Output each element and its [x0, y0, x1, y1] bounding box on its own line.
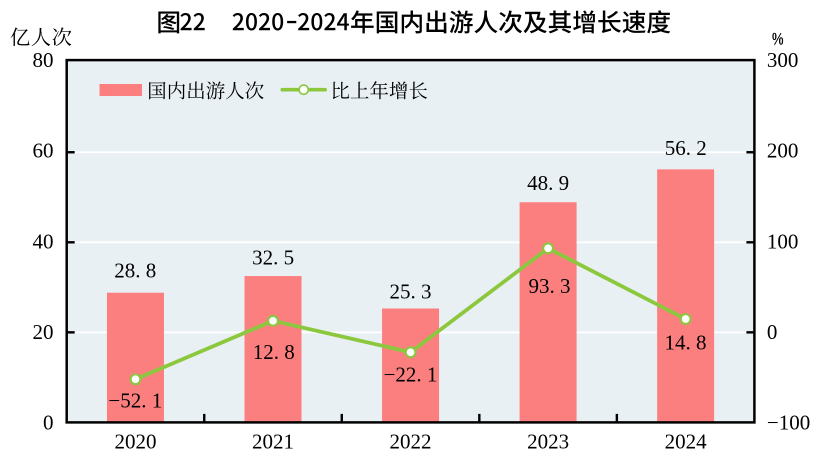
svg-text:12. 8: 12. 8 [253, 340, 295, 364]
svg-text:100: 100 [767, 229, 799, 253]
svg-text:32. 5: 32. 5 [252, 245, 294, 269]
svg-text:−22. 1: −22. 1 [384, 363, 438, 387]
svg-text:0: 0 [767, 320, 778, 344]
svg-text:2020: 2020 [114, 429, 156, 453]
svg-text:300: 300 [767, 48, 799, 72]
svg-text:−52. 1: −52. 1 [108, 388, 162, 412]
svg-text:48. 9: 48. 9 [527, 171, 569, 195]
svg-text:20: 20 [33, 320, 54, 344]
svg-text:25. 3: 25. 3 [390, 279, 432, 303]
svg-text:93. 3: 93. 3 [529, 274, 571, 298]
svg-text:2023: 2023 [527, 429, 569, 453]
svg-text:2021: 2021 [252, 429, 294, 453]
svg-text:60: 60 [33, 139, 54, 163]
svg-text:2022: 2022 [390, 429, 432, 453]
svg-text:2024: 2024 [665, 429, 708, 453]
svg-text:−100: −100 [767, 410, 810, 434]
svg-text:14. 8: 14. 8 [665, 330, 707, 354]
svg-text:56. 2: 56. 2 [665, 136, 707, 160]
svg-text:80: 80 [33, 48, 54, 72]
svg-text:0: 0 [43, 410, 54, 434]
svg-text:200: 200 [767, 139, 799, 163]
svg-text:28. 8: 28. 8 [114, 258, 156, 282]
svg-text:40: 40 [33, 229, 54, 253]
